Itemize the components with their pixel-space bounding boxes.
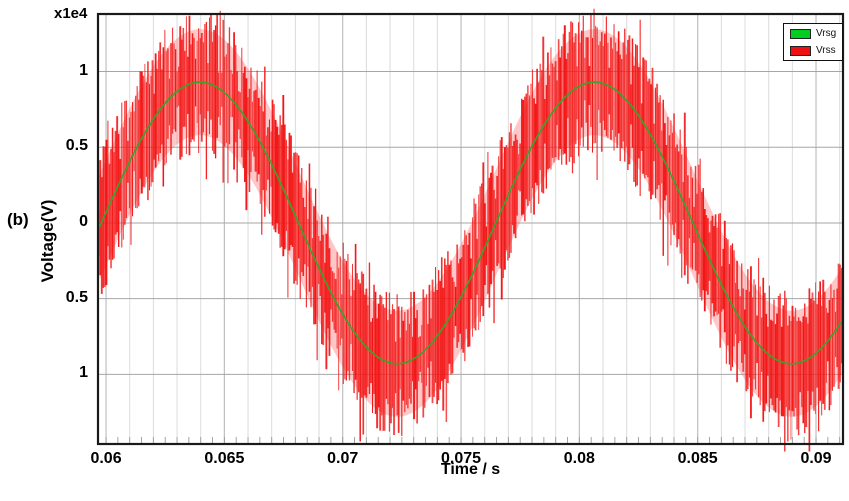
legend-label: Vrsg <box>816 28 837 39</box>
x-axis-title: Time / s <box>440 461 501 478</box>
legend-label: Vrss <box>816 45 836 56</box>
legend-entry: Vrss <box>790 46 836 56</box>
panel-label: (b) <box>7 210 29 229</box>
x-tick-label: 0.06 <box>90 450 122 467</box>
legend-box: Vrsg Vrss <box>783 23 844 61</box>
plot-border <box>96 12 845 446</box>
y-tick-label: 0.5 <box>65 288 88 306</box>
x-tick-label: 0.075 <box>441 450 482 467</box>
y-scale-multiplier-label: x1e4 <box>54 5 88 22</box>
x-tick-label: 0.085 <box>677 450 718 467</box>
y-tick-label: 0.5 <box>65 137 88 155</box>
x-tick-label: 0.08 <box>563 450 595 467</box>
x-tick-label: 0.07 <box>327 450 359 467</box>
x-tick-label: 0.065 <box>204 450 245 467</box>
y-tick-label: 1 <box>79 364 88 382</box>
legend-entry: Vrsg <box>790 29 836 39</box>
y-tick-label: 0 <box>79 212 88 230</box>
y-tick-label: 1 <box>79 61 88 79</box>
legend-swatch-icon <box>790 46 811 56</box>
legend-swatch-icon <box>790 29 811 39</box>
vrsg-series <box>97 81 842 365</box>
x-tick-label: 0.09 <box>800 450 832 467</box>
x-minor-ticks <box>105 437 841 444</box>
